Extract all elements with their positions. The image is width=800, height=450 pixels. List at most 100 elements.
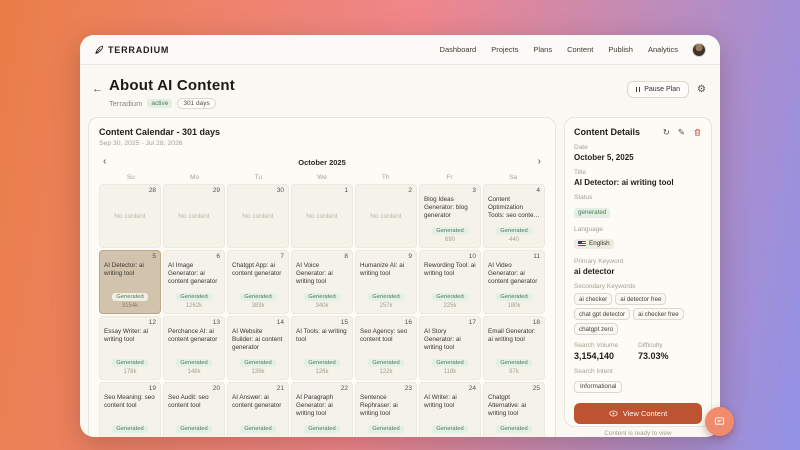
primary-keyword-label: Primary Keyword bbox=[574, 258, 624, 265]
generated-status-badge: generated bbox=[574, 207, 611, 218]
cell-day-number: 12 bbox=[148, 319, 156, 326]
calendar-cell-day-23[interactable]: 23 Sentence Rephraser: ai writing tool Gen… bbox=[355, 382, 417, 437]
details-title: Content Details bbox=[574, 127, 641, 137]
chat-fab-button[interactable] bbox=[705, 407, 734, 436]
language-badge: English bbox=[574, 238, 614, 249]
generated-badge: Generated bbox=[112, 293, 148, 301]
cell-content-title: Seo Audit: seo content tool bbox=[168, 394, 209, 410]
calendar-cell-day-30[interactable]: 30 No content bbox=[227, 184, 289, 248]
cell-day-number: 24 bbox=[468, 385, 476, 392]
page-header: ← About AI Content Terradium active 301 … bbox=[80, 65, 720, 113]
weekday-tu: Tu bbox=[254, 174, 262, 181]
calendar-cell-day-7[interactable]: 7 Chatgpt App: ai content generator Genera… bbox=[227, 250, 289, 314]
calendar-cell-day-22[interactable]: 22 AI Paragraph Generator: ai writing too… bbox=[291, 382, 353, 437]
primary-keyword-value: ai detector bbox=[574, 267, 615, 276]
search-intent-badge: Informational bbox=[574, 380, 623, 393]
calendar-cell-day-18[interactable]: 18 Email Generator: ai writing tool Genera… bbox=[483, 316, 545, 380]
calendar-cell-day-2[interactable]: 2 No content bbox=[355, 184, 417, 248]
keyword-chip[interactable]: chatgpt zero bbox=[574, 323, 619, 335]
top-nav-items: Dashboard Projects Plans Content Publish Anal… bbox=[440, 45, 678, 54]
generated-badge: Generated bbox=[368, 293, 404, 301]
cell-day-number: 13 bbox=[212, 319, 220, 326]
calendar-cell-day-28[interactable]: 28 No content bbox=[99, 184, 161, 248]
calendar-cell-day-5[interactable]: 5 AI Detector: ai writing tool Generated 31… bbox=[99, 250, 161, 314]
cell-day-number: 28 bbox=[148, 187, 156, 194]
view-content-button[interactable]: View Content bbox=[574, 403, 702, 424]
calendar-cell-day-10[interactable]: 10 Rewording Tool: ai writing tool Generat… bbox=[419, 250, 481, 314]
calendar-cell-day-4[interactable]: 4 Content Optimization Tools: seo content… bbox=[483, 184, 545, 248]
cell-day-number: 19 bbox=[148, 385, 156, 392]
nav-item-dashboard[interactable]: Dashboard bbox=[439, 45, 477, 54]
no-content-text: No content bbox=[370, 212, 402, 220]
calendar-cell-day-11[interactable]: 11 AI Video Generator: ai content generat… bbox=[483, 250, 545, 314]
keyword-chip[interactable]: ai checker free bbox=[633, 308, 684, 320]
edit-icon[interactable]: ✎ bbox=[677, 126, 685, 137]
chat-icon bbox=[714, 417, 725, 425]
cell-day-number: 30 bbox=[276, 187, 284, 194]
pause-plan-button[interactable]: Pause Plan bbox=[626, 81, 690, 98]
calendar-cell-day-8[interactable]: 8 AI Voice Generator: ai writing tool Gene… bbox=[291, 250, 353, 314]
calendar-cell-day-12[interactable]: 12 Essay Writer: ai writing tool Generated… bbox=[99, 316, 161, 380]
refresh-icon[interactable]: ↻ bbox=[662, 126, 670, 137]
avatar[interactable] bbox=[692, 42, 706, 57]
calendar-cell-day-20[interactable]: 20 Seo Audit: seo content tool Generated bbox=[163, 382, 225, 437]
search-volume-value: 3,154,140 bbox=[574, 351, 615, 361]
keyword-chip[interactable]: ai checker bbox=[574, 293, 613, 305]
nav-item-publish[interactable]: Publish bbox=[608, 45, 633, 54]
secondary-keywords-label: Secondary Keywords bbox=[574, 283, 636, 290]
cell-day-number: 7 bbox=[280, 253, 284, 260]
calendar-cell-day-9[interactable]: 9 Humanize AI: ai writing tool Generated 25… bbox=[355, 250, 417, 314]
calendar-cell-day-17[interactable]: 17 AI Story Generator: ai writing tool Gen… bbox=[419, 316, 481, 380]
brand-name: TERRADIUM bbox=[108, 44, 170, 55]
content-details-panel: Content Details ↻ ✎ Date October 5, 2025… bbox=[564, 117, 712, 437]
calendar-cell-day-1[interactable]: 1 No content bbox=[291, 184, 353, 248]
date-label: Date bbox=[574, 144, 588, 151]
calendar-cell-day-24[interactable]: 24 AI Writer: ai writing tool Generated bbox=[419, 382, 481, 437]
cell-day-number: 16 bbox=[404, 319, 412, 326]
calendar-cell-day-16[interactable]: 16 Seo Agency: seo content tool Generated 1… bbox=[355, 316, 417, 380]
back-icon[interactable]: ← bbox=[92, 83, 103, 95]
search-intent-label: Search Intent bbox=[574, 368, 613, 375]
calendar-cell-day-3[interactable]: 3 Blog Ideas Generator: blog generator Gen… bbox=[419, 184, 481, 248]
nav-item-projects[interactable]: Projects bbox=[491, 45, 519, 54]
cell-volume: 440 bbox=[508, 237, 519, 243]
calendar-grid: 28 No content 29 No content 30 No content 1 No … bbox=[99, 184, 545, 437]
gear-icon[interactable]: ⚙ bbox=[697, 83, 706, 95]
content-title-value: AI Detector: ai writing tool bbox=[574, 178, 674, 187]
calendar-cell-day-21[interactable]: 21 AI Answer: ai content generator Generat… bbox=[227, 382, 289, 437]
cell-volume: 180k bbox=[507, 303, 521, 309]
nav-item-content[interactable]: Content bbox=[567, 45, 594, 54]
pause-icon bbox=[635, 87, 641, 92]
calendar-cell-day-19[interactable]: 19 Seo Meaning: seo content tool Generated bbox=[99, 382, 161, 437]
calendar-cell-day-15[interactable]: 15 AI Tools: ai writing tool Generated 126k bbox=[291, 316, 353, 380]
brand-logo[interactable]: TERRADIUM bbox=[94, 45, 169, 55]
generated-badge: Generated bbox=[496, 359, 532, 367]
cell-day-number: 29 bbox=[212, 187, 220, 194]
trash-icon[interactable] bbox=[693, 128, 702, 137]
cell-content-title: AI Tools: ai writing tool bbox=[296, 328, 347, 344]
cell-content-title: Sentence Rephraser: ai writing tool bbox=[360, 394, 398, 418]
calendar-cell-day-6[interactable]: 6 AI Image Generator: ai content generato… bbox=[163, 250, 225, 314]
next-month-icon[interactable]: › bbox=[537, 156, 541, 167]
pause-plan-label: Pause Plan bbox=[644, 86, 681, 93]
calendar-cell-day-14[interactable]: 14 AI Website Builder: ai content generat… bbox=[227, 316, 289, 380]
generated-badge: Generated bbox=[432, 227, 468, 235]
calendar-cell-day-25[interactable]: 25 Chatgpt Alternative: ai writing tool Ge… bbox=[483, 382, 545, 437]
keyword-chip[interactable]: ai detector free bbox=[615, 293, 667, 305]
calendar-cell-day-13[interactable]: 13 Perchance AI: ai content generator Gene… bbox=[163, 316, 225, 380]
generated-badge: Generated bbox=[304, 293, 340, 301]
generated-badge: Generated bbox=[496, 227, 532, 235]
cell-content-title: AI Voice Generator: ai writing tool bbox=[296, 262, 333, 286]
calendar-cell-day-29[interactable]: 29 No content bbox=[163, 184, 225, 248]
cell-content-title: Humanize AI: ai writing tool bbox=[360, 262, 405, 278]
cell-content-title: AI Paragraph Generator: ai writing tool bbox=[296, 394, 334, 418]
keyword-chip[interactable]: chat gpt detector bbox=[574, 308, 631, 320]
nav-item-plans[interactable]: Plans bbox=[533, 45, 553, 54]
cell-content-title: Content Optimization Tools: seo content … bbox=[488, 196, 539, 220]
top-navigation-bar: TERRADIUM Dashboard Projects Plans Content P… bbox=[80, 35, 720, 65]
details-header: Content Details ↻ ✎ bbox=[574, 127, 702, 137]
feather-icon bbox=[95, 45, 104, 54]
prev-month-icon[interactable]: ‹ bbox=[103, 156, 107, 167]
weekday-header-row: Su Mo Tu We Th Fr Sa bbox=[99, 174, 545, 181]
nav-item-analytics[interactable]: Analytics bbox=[647, 45, 678, 54]
